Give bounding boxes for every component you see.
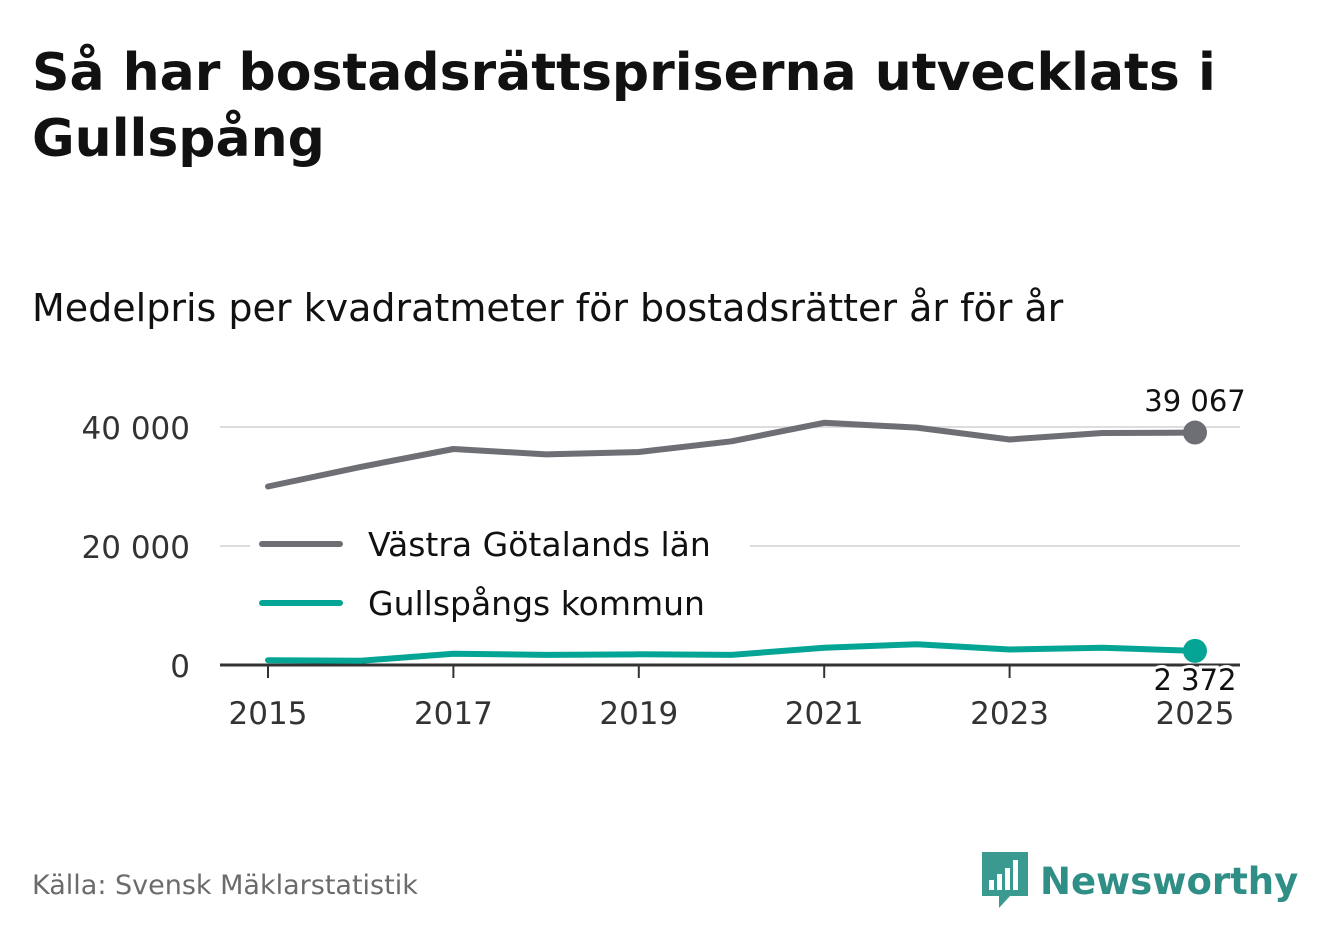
- end-marker-gullspang: [1183, 638, 1207, 663]
- x-tick-label: 2015: [229, 696, 308, 732]
- x-tick-label: 2017: [414, 696, 493, 732]
- series-line-gullspang: [265, 641, 1198, 664]
- chart-title: Så har bostadsrättspriserna utvecklats i…: [32, 43, 1216, 169]
- legend-label: Västra Götalands län: [368, 525, 711, 564]
- end-markers: 39 067 2 372: [1141, 381, 1248, 700]
- brand-name: Newsworthy: [1040, 859, 1299, 903]
- end-marker-vastra-gotaland: [1183, 420, 1207, 445]
- legend-item-vastra-gotaland: Västra Götalands län: [250, 516, 750, 568]
- y-tick-label: 40 000: [82, 411, 190, 447]
- legend: Västra Götalands län Gullspångs kommun: [250, 516, 750, 627]
- y-tick-label: 0: [170, 649, 190, 685]
- legend-item-gullspang: Gullspångs kommun: [250, 575, 750, 627]
- x-tick-label: 2025: [1156, 696, 1235, 732]
- legend-label: Gullspångs kommun: [368, 584, 705, 623]
- newsworthy-icon: [982, 852, 1028, 908]
- chart-subtitle: Medelpris per kvadratmeter för bostadsrä…: [32, 286, 1064, 330]
- y-tick-label: 20 000: [82, 530, 190, 566]
- x-tick-label: 2021: [785, 696, 864, 732]
- x-axis-labels: 2015 2017 2019 2021 2023 2025: [229, 696, 1235, 732]
- source-note: Källa: Svensk Mäklarstatistik: [32, 870, 418, 901]
- series-line-vastra-gotaland: [265, 419, 1198, 490]
- series-lines: [265, 419, 1198, 664]
- y-axis-labels: 0 20 000 40 000: [82, 411, 190, 685]
- x-tick-label: 2023: [970, 696, 1049, 732]
- end-value-label: 39 067: [1144, 384, 1245, 418]
- x-tick-label: 2019: [599, 696, 678, 732]
- x-axis-ticks: [267, 665, 1196, 678]
- line-chart: 0 20 000 40 000 2015 2017 2019 2021 2023 2025 V…: [81, 381, 1248, 732]
- brand-logo[interactable]: Newsworthy: [980, 850, 1298, 912]
- end-value-label: 2 372: [1153, 663, 1236, 697]
